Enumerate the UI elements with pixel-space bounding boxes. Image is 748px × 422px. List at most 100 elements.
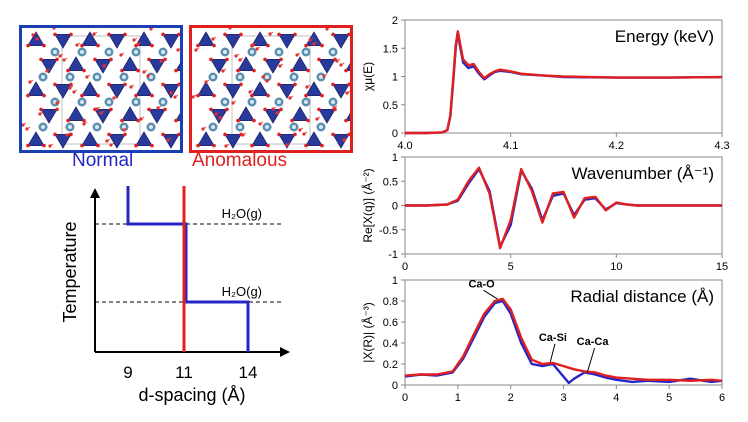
tetrahedron	[81, 31, 99, 47]
oxygen-atom	[123, 132, 127, 137]
tetrahedron	[318, 58, 336, 74]
bond-label-2: Ca-Ca	[577, 336, 610, 348]
oxygen-atom	[161, 32, 165, 37]
water-bond	[140, 116, 145, 120]
water-bond	[326, 28, 330, 30]
water-bond	[309, 37, 314, 41]
oxygen-atom	[252, 68, 256, 73]
radial-ytick-label: 0	[392, 380, 398, 392]
bond-label-1: Ca-Si	[539, 332, 567, 344]
wavenumber-ylabel: Re[X(q)] (Å⁻²)	[360, 168, 375, 242]
tetrahedron	[54, 84, 72, 99]
water-bond	[343, 137, 348, 141]
oxygen-atom	[26, 93, 30, 98]
water-bond	[83, 121, 88, 125]
wavenumber-ytick-label: 1	[392, 152, 398, 164]
calcium-atom-core	[41, 75, 45, 79]
calcium-atom-core	[211, 75, 215, 79]
radial-xtick-label: 3	[560, 392, 566, 404]
energy-ytick-label: 2	[392, 15, 398, 27]
oxygen-atom	[236, 68, 240, 73]
radial-xtick-label: 0	[402, 392, 408, 404]
oxygen-atom	[177, 82, 180, 87]
oxygen-atom	[196, 93, 200, 98]
oxygen-atom	[304, 43, 308, 48]
water-bond	[167, 137, 172, 141]
oxygen-atom	[252, 118, 256, 123]
calcium-atom-core	[265, 125, 269, 129]
energy-xtick-label: 4.1	[503, 140, 518, 152]
tetrahedron	[175, 63, 180, 71]
water-bond	[299, 127, 304, 131]
oxygen-atom	[53, 82, 57, 87]
calcium-atom-core	[107, 50, 111, 54]
wavenumber-ytick-label: -0.5	[379, 225, 398, 237]
water-bond	[29, 79, 34, 83]
oxygen-atom	[290, 68, 294, 73]
calcium-atom-core	[223, 50, 227, 54]
radial-xtick-label: 1	[455, 392, 461, 404]
calcium-atom-core	[304, 50, 308, 54]
oxygen-atom	[225, 107, 229, 112]
calcium-atom-core	[265, 75, 269, 79]
tetrahedron	[237, 56, 255, 71]
water-bond	[93, 31, 98, 35]
water-bond	[266, 78, 271, 82]
energy-xtick-label: 4.3	[714, 140, 729, 152]
oxygen-atom	[250, 143, 254, 148]
calcium-atom-core	[80, 50, 84, 54]
energy-ytick-label: 1.5	[383, 43, 398, 55]
oxygen-atom	[147, 107, 151, 112]
step-xtick-14: 14	[239, 363, 258, 382]
tetrahedron	[175, 113, 180, 121]
radial-xtick-label: 6	[719, 392, 725, 404]
calcium-atom-core	[211, 125, 215, 129]
water-molecule	[52, 28, 56, 30]
calcium-atom-core	[134, 50, 138, 54]
oxygen-atom	[347, 82, 350, 87]
oxygen-atom	[331, 82, 335, 87]
oxygen-atom	[177, 132, 180, 137]
wavenumber-xtick-label: 15	[716, 261, 728, 273]
water-bond	[256, 46, 261, 50]
oxygen-atom	[120, 118, 124, 123]
radial-ytick-label: 1	[392, 275, 398, 287]
tetrahedron	[251, 131, 269, 146]
energy-xtick-label: 4.2	[609, 140, 624, 152]
tetrahedron	[148, 109, 166, 124]
oxygen-atom	[293, 132, 297, 137]
water-bond	[100, 110, 105, 114]
water-bond	[195, 47, 200, 51]
water-bond	[133, 37, 138, 41]
oxygen-atom	[42, 93, 46, 98]
calcium-atom-core	[107, 100, 111, 104]
water-bond	[303, 131, 308, 135]
calcium-atom-core	[319, 75, 323, 79]
energy-series-anomalous	[405, 30, 723, 135]
tetrahedron	[305, 81, 323, 96]
calcium-atom-core	[161, 50, 165, 54]
oxygen-atom	[344, 68, 348, 73]
oxygen-atom	[277, 32, 281, 37]
tetrahedron	[278, 134, 296, 149]
wavenumber-ytick-label: 0	[392, 201, 398, 213]
tetrahedron	[27, 131, 45, 146]
water-bond	[252, 42, 257, 46]
oxygen-atom	[26, 143, 30, 148]
tetrahedron	[251, 31, 269, 47]
normal-structure-image	[22, 28, 180, 149]
oxygen-atom	[266, 143, 270, 148]
wavenumber-xtick-label: 0	[402, 261, 408, 273]
tetrahedron	[210, 58, 228, 74]
water-bond	[36, 36, 41, 40]
oxygen-atom	[96, 143, 100, 148]
water-bond	[279, 63, 284, 67]
oxygen-atom	[55, 107, 59, 112]
water-bond	[177, 48, 180, 51]
water-bond	[232, 100, 237, 104]
oxygen-atom	[277, 82, 281, 87]
oxygen-atom	[134, 93, 138, 98]
tetrahedron	[162, 84, 180, 99]
water-bond	[323, 73, 328, 77]
oxygen-atom	[80, 93, 84, 98]
